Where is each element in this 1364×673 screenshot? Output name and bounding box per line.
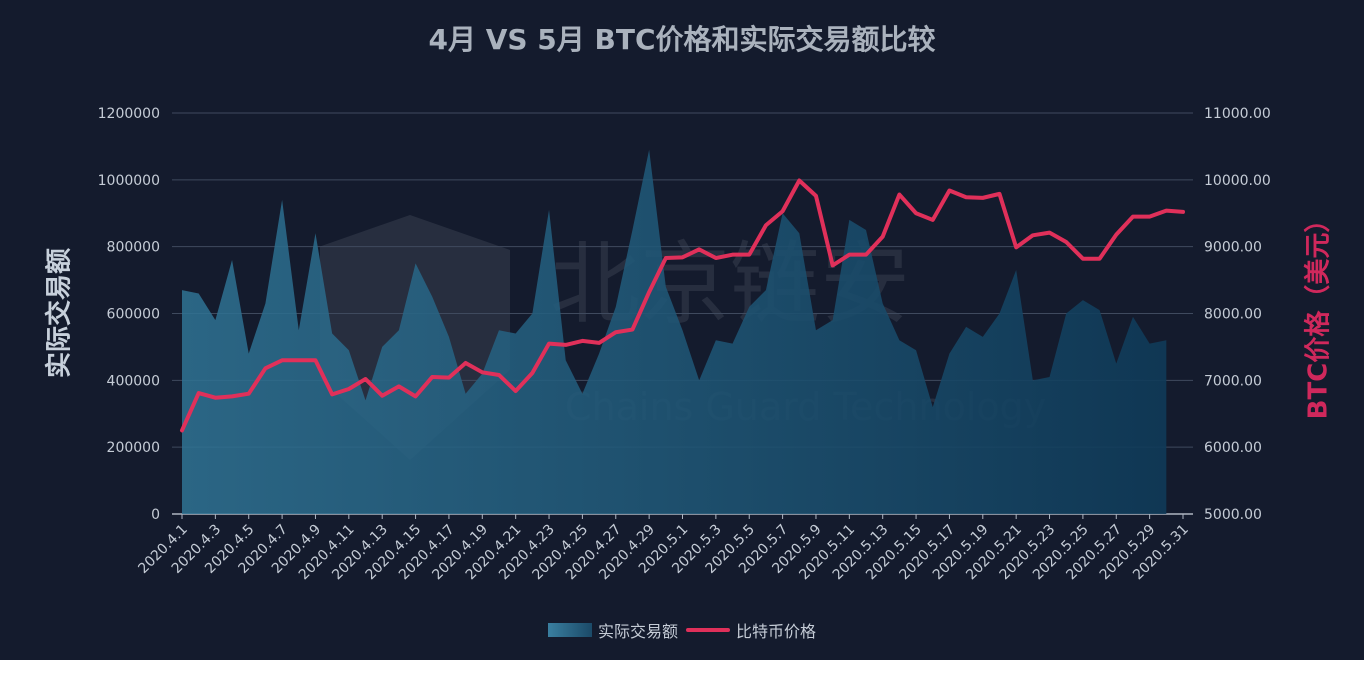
left-tick-label: 400000 [107,373,160,389]
left-tick-label: 0 [151,507,160,523]
chart-title: 4月 VS 5月 BTC价格和实际交易额比较 [428,23,936,56]
legend-label-volume: 实际交易额 [597,622,678,641]
left-tick-label: 1000000 [98,173,160,189]
right-tick-label: 9000.00 [1204,240,1262,256]
legend-label-price: 比特币价格 [736,622,817,641]
right-axis-ticks: 5000.00 6000.00 7000.00 8000.00 9000.00 10000… [1204,106,1271,523]
right-tick-label: 8000.00 [1204,307,1262,323]
left-tick-label: 200000 [107,440,160,456]
left-tick-label: 800000 [107,240,160,256]
volume-area [182,149,1167,514]
right-tick-label: 10000.00 [1204,173,1271,189]
legend-item-volume[interactable]: 实际交易额 [547,618,678,642]
right-tick-label: 11000.00 [1204,106,1271,122]
right-tick-label: 7000.00 [1204,373,1262,389]
price-line-series [180,178,1185,433]
right-tick-label: 6000.00 [1204,440,1262,456]
right-tick-label: 5000.00 [1204,507,1262,523]
legend-swatch-area [547,623,592,637]
left-tick-label: 600000 [107,307,160,323]
legend-swatch-line [686,628,730,632]
left-axis-ticks: 0 200000 400000 600000 800000 1000000 1200000 [98,106,160,523]
legend-item-price[interactable]: 比特币价格 [686,618,816,642]
legend[interactable]: 实际交易额 比特币价格 [0,618,1364,642]
price-line [180,178,1185,433]
x-axis-ticks: 2020.4.12020.4.32020.4.52020.4.72020.4.9… [135,514,1192,583]
left-tick-label: 1200000 [98,106,160,122]
volume-area-series [182,149,1167,514]
